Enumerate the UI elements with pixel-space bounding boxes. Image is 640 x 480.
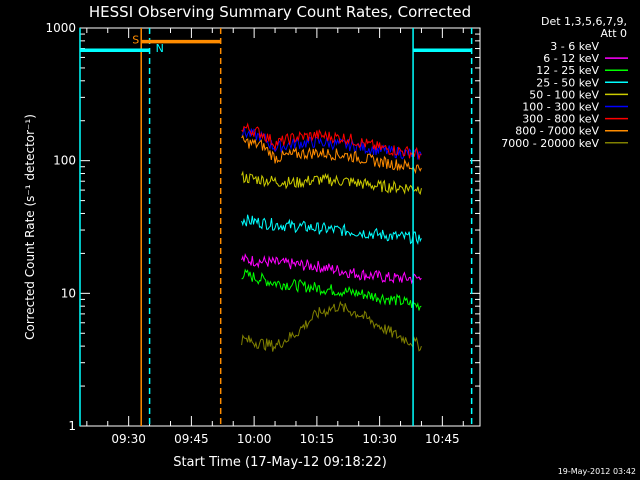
flag-label-n: N <box>156 42 164 55</box>
legend-entry-label: 50 - 100 keV <box>529 88 599 101</box>
x-tick-label: 09:30 <box>111 432 146 446</box>
y-tick-label: 100 <box>53 154 76 168</box>
y-tick-label: 10 <box>61 286 76 300</box>
x-tick-label: 10:30 <box>362 432 397 446</box>
series-line-25to50keV <box>241 214 422 246</box>
x-tick-label: 09:45 <box>174 432 209 446</box>
series-layer <box>241 122 422 352</box>
y-axis-label: Corrected Count Rate (s⁻¹ detector⁻¹) <box>23 114 37 340</box>
legend-entry-label: 3 - 6 keV <box>550 40 599 53</box>
x-tick-label: 10:45 <box>425 432 460 446</box>
chart-title: HESSI Observing Summary Count Rates, Cor… <box>89 3 471 21</box>
axis-ticks <box>80 27 480 427</box>
legend-entry-label: 7000 - 20000 keV <box>501 137 599 150</box>
x-tick-label: 10:00 <box>237 432 272 446</box>
legend-entry-label: 800 - 7000 keV <box>515 125 599 138</box>
series-line-100to300keV <box>241 126 422 160</box>
series-line-12to25keV <box>241 268 422 311</box>
series-line-7000to20000keV <box>241 300 422 352</box>
footer-timestamp: 19-May-2012 03:42 <box>558 467 636 476</box>
series-line-300to800keV <box>241 122 422 161</box>
series-line-6to12keV <box>241 253 422 285</box>
x-axis-label: Start Time (17-May-12 09:18:22) <box>173 455 387 470</box>
legend-entry-label: 25 - 50 keV <box>536 76 599 89</box>
flag-layer: SN <box>79 28 473 426</box>
series-line-3to6keV <box>241 227 410 267</box>
y-tick-label: 1 <box>68 419 76 433</box>
legend-header: Att 0 <box>601 27 627 40</box>
legend-entry-label: 12 - 25 keV <box>536 64 599 77</box>
series-line-800to7000keV <box>241 134 422 175</box>
legend-entry-label: 6 - 12 keV <box>543 52 599 65</box>
legend-header: Det 1,3,5,6,7,9, <box>541 15 627 28</box>
tick-labels: 1 10 100 1000 09:30 09:45 10:00 10:15 10:30 10:45 <box>45 21 459 446</box>
y-tick-label: 1000 <box>45 21 76 35</box>
flag-label-s: S <box>132 34 139 47</box>
x-tick-label: 10:15 <box>300 432 335 446</box>
legend-entry-label: 100 - 300 keV <box>522 101 599 114</box>
series-line-50to100keV <box>241 170 422 195</box>
legend-entry-label: 300 - 800 keV <box>522 113 599 126</box>
